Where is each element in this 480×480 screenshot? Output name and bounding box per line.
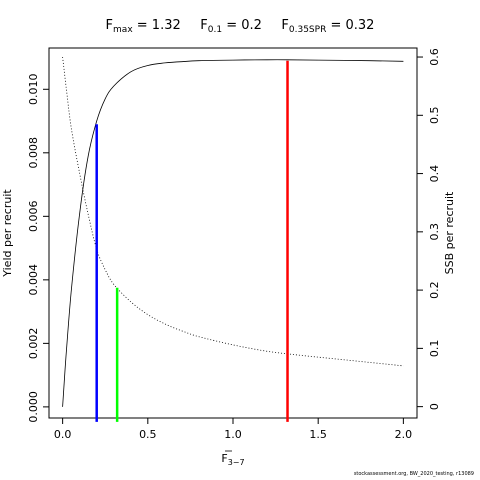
y-right-tick-label: 0.6 (428, 48, 441, 66)
ssb-curve (62, 56, 404, 367)
title-text: Fmax = 1.32 F0.1 = 0.2 F0.35SPR = 0.32 (106, 18, 375, 35)
reference-lines (95, 60, 289, 422)
chart-title: Fmax = 1.32 F0.1 = 0.2 F0.35SPR = 0.32 (106, 18, 375, 35)
y-left-tick-label: 0.002 (27, 328, 40, 360)
y-left-tick-label: 0.004 (27, 264, 40, 296)
y-right-tick-label: 0.3 (428, 223, 441, 241)
plot-frame (48, 47, 418, 419)
footer-note: stockassessment.org, BW_2020_testing, r1… (353, 471, 474, 477)
y-left-tick-label: 0.006 (27, 201, 40, 233)
x-label-text: F3−7 (221, 452, 244, 467)
y-right-tick-label: 0.1 (428, 340, 441, 358)
x-axis: 0.0 0.5 1.0 1.5 2.0 (54, 418, 412, 441)
y-left-tick-label: 0.000 (27, 391, 40, 423)
y-axis-label-right: SSB per recruit (443, 191, 456, 274)
y-left-tick-label: 0.010 (27, 74, 40, 106)
x-tick-label: 1.0 (224, 428, 242, 441)
x-tick-label: 0.0 (54, 428, 72, 441)
x-axis-label: F3−7 (221, 450, 245, 467)
y-axis-left: 0.000 0.002 0.004 0.006 0.008 0.010 (27, 74, 49, 423)
curves-layer (62, 56, 404, 407)
y-left-tick-label: 0.008 (27, 137, 40, 169)
x-tick-label: 0.5 (139, 428, 157, 441)
y-right-tick-label: 0 (428, 403, 441, 410)
y-axis-right: 0 0.1 0.2 0.3 0.4 0.5 0.6 (417, 48, 441, 410)
x-tick-label: 2.0 (395, 428, 413, 441)
yield-curve (62, 59, 404, 407)
x-tick-label: 1.5 (309, 428, 327, 441)
y-axis-label-left: Yield per recruit (1, 189, 14, 278)
y-right-tick-label: 0.2 (428, 281, 441, 299)
y-right-tick-label: 0.5 (428, 107, 441, 125)
y-right-tick-label: 0.4 (428, 165, 441, 183)
